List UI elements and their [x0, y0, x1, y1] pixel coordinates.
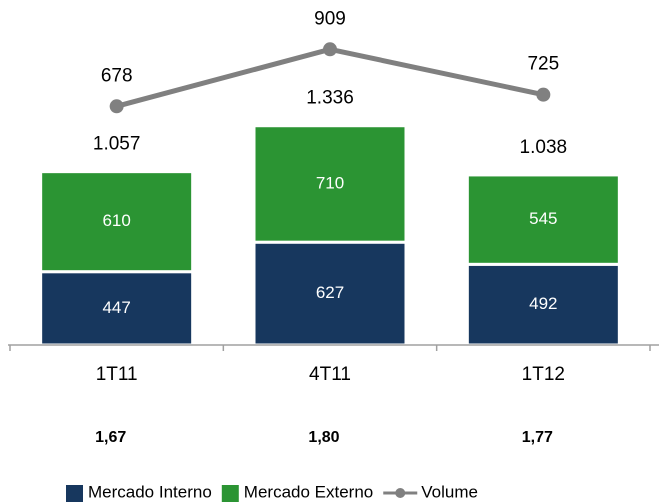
- legend-label: Mercado Externo: [244, 482, 373, 501]
- bar-segment: [465, 173, 621, 266]
- volume-point: [536, 87, 551, 102]
- x-tick-label: 4T11: [309, 364, 351, 385]
- x-tick-label: 1T11: [96, 364, 138, 385]
- legend-swatch: [221, 485, 239, 502]
- volume-label: 678: [101, 65, 133, 86]
- segment-label: 447: [102, 298, 130, 317]
- segment-label: 710: [316, 173, 344, 192]
- segment-label: 545: [529, 209, 557, 228]
- volume-point: [109, 99, 124, 114]
- segment-label: 610: [102, 211, 130, 230]
- ratio-label: 1,77: [522, 429, 553, 446]
- bar-segment: [39, 270, 195, 347]
- legend-swatch: [395, 488, 406, 498]
- legend-swatch: [66, 485, 83, 502]
- segment-label: 627: [316, 283, 344, 302]
- bar-segment: [39, 170, 195, 274]
- legend-label: Volume: [421, 482, 478, 501]
- volume-point: [323, 42, 337, 57]
- ratio-label: 1,80: [308, 429, 339, 446]
- total-label: 1.038: [520, 137, 568, 158]
- segment-label: 492: [529, 294, 557, 313]
- volume-label: 725: [527, 54, 559, 75]
- legend-label: Mercado Interno: [88, 482, 212, 501]
- ratio-label: 1,67: [95, 429, 126, 446]
- bar-segment: [252, 124, 408, 244]
- volume-label: 909: [314, 8, 346, 29]
- total-label: 1.057: [93, 134, 141, 155]
- total-label: 1.336: [306, 88, 354, 109]
- x-tick-label: 1T12: [522, 364, 565, 385]
